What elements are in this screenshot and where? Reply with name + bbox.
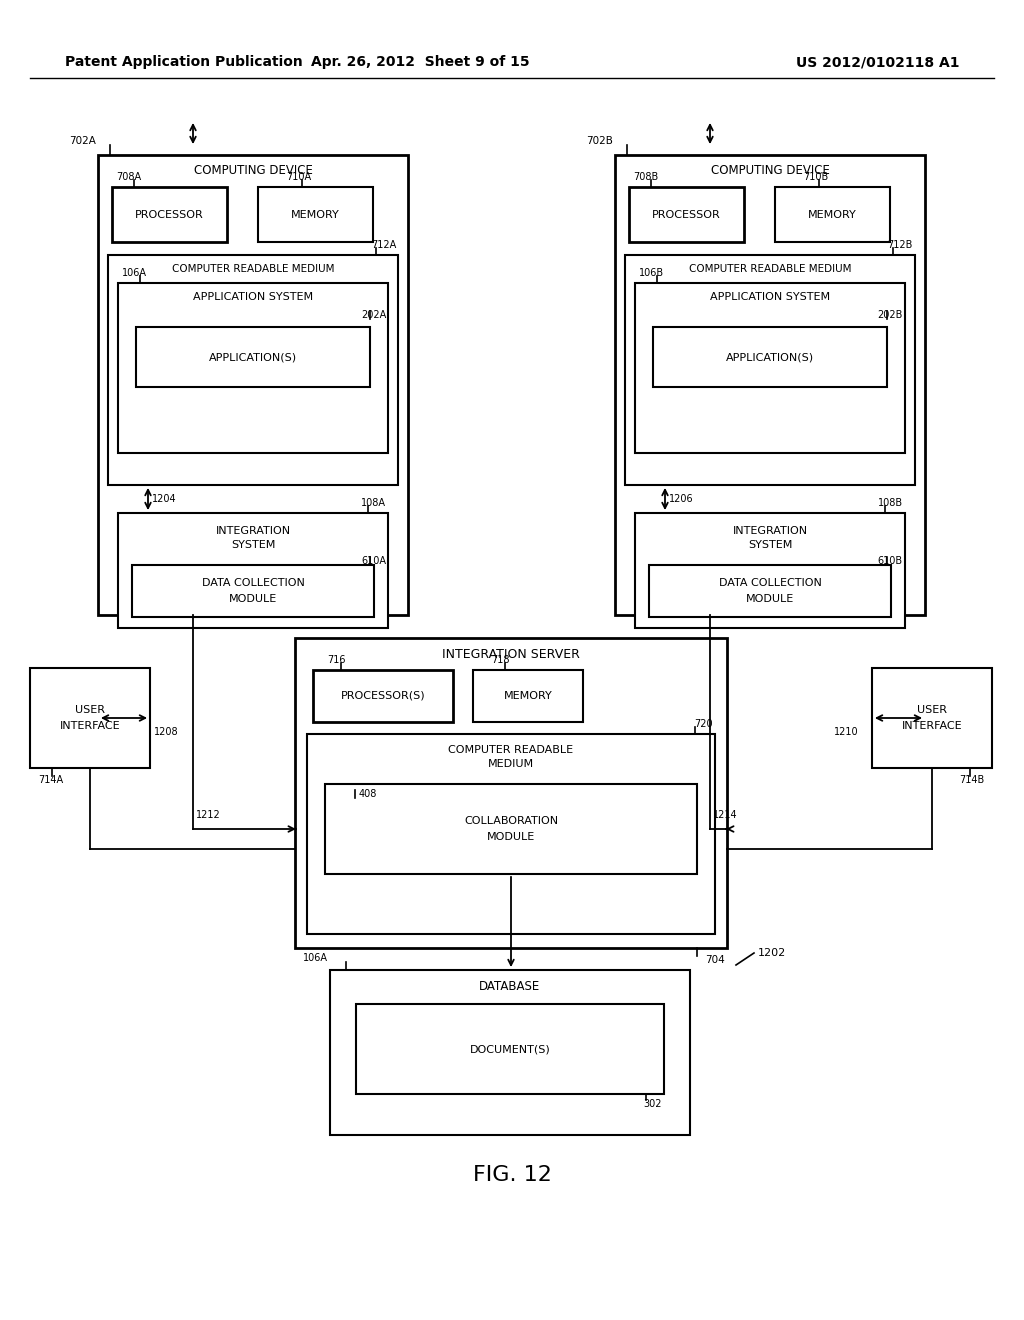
Text: Patent Application Publication: Patent Application Publication <box>65 55 303 69</box>
Text: 716: 716 <box>327 655 345 665</box>
Text: MEDIUM: MEDIUM <box>488 759 535 770</box>
Text: 714B: 714B <box>958 775 984 785</box>
Text: COMPUTING DEVICE: COMPUTING DEVICE <box>711 165 829 177</box>
Bar <box>635 513 905 628</box>
Text: 702B: 702B <box>586 136 613 147</box>
Text: 1208: 1208 <box>154 727 178 737</box>
Text: 712A: 712A <box>371 240 396 249</box>
Text: 610B: 610B <box>878 556 903 566</box>
Text: COMPUTING DEVICE: COMPUTING DEVICE <box>194 165 312 177</box>
Text: MEMORY: MEMORY <box>291 210 340 219</box>
Text: 202B: 202B <box>878 310 903 319</box>
Text: 710A: 710A <box>286 172 311 182</box>
Bar <box>653 327 887 387</box>
Bar <box>330 970 690 1135</box>
Bar <box>625 255 915 484</box>
Text: 708A: 708A <box>116 172 141 182</box>
Text: MEMORY: MEMORY <box>808 210 857 219</box>
Text: 202A: 202A <box>360 310 386 319</box>
Text: 1214: 1214 <box>713 810 737 820</box>
Bar <box>108 255 398 484</box>
Text: INTEGRATION: INTEGRATION <box>732 525 808 536</box>
Text: INTERFACE: INTERFACE <box>59 721 120 731</box>
Text: FIG. 12: FIG. 12 <box>472 1166 552 1185</box>
Text: 1206: 1206 <box>669 494 693 504</box>
Text: USER: USER <box>918 705 947 715</box>
Bar <box>98 154 408 615</box>
Bar <box>132 565 374 616</box>
Text: USER: USER <box>75 705 105 715</box>
Text: 408: 408 <box>359 789 378 799</box>
Text: 712B: 712B <box>888 240 913 249</box>
Bar <box>629 187 744 242</box>
Bar <box>118 282 388 453</box>
Text: SYSTEM: SYSTEM <box>748 540 793 550</box>
Bar <box>307 734 715 935</box>
Text: MODULE: MODULE <box>745 594 795 605</box>
Text: PROCESSOR(S): PROCESSOR(S) <box>341 690 425 701</box>
Text: MODULE: MODULE <box>486 832 536 842</box>
Text: 108B: 108B <box>878 498 903 508</box>
Text: DATA COLLECTION: DATA COLLECTION <box>719 578 821 587</box>
Bar <box>473 671 583 722</box>
Text: 1204: 1204 <box>152 494 176 504</box>
Bar <box>775 187 890 242</box>
Text: Apr. 26, 2012  Sheet 9 of 15: Apr. 26, 2012 Sheet 9 of 15 <box>310 55 529 69</box>
Text: 708B: 708B <box>633 172 658 182</box>
Text: 710B: 710B <box>803 172 828 182</box>
Text: 302: 302 <box>643 1100 662 1109</box>
Text: PROCESSOR: PROCESSOR <box>135 210 204 219</box>
Text: INTEGRATION: INTEGRATION <box>215 525 291 536</box>
Text: 714A: 714A <box>38 775 63 785</box>
Bar <box>325 784 697 874</box>
Text: 610A: 610A <box>361 556 386 566</box>
Bar <box>118 513 388 628</box>
Text: APPLICATION(S): APPLICATION(S) <box>209 352 297 362</box>
Bar <box>356 1005 664 1094</box>
Text: 1212: 1212 <box>196 810 221 820</box>
Bar <box>615 154 925 615</box>
Text: 718: 718 <box>490 655 510 665</box>
Text: 1202: 1202 <box>758 948 786 958</box>
Text: 702A: 702A <box>70 136 96 147</box>
Bar <box>295 638 727 948</box>
Text: COMPUTER READABLE MEDIUM: COMPUTER READABLE MEDIUM <box>172 264 334 275</box>
Text: MEMORY: MEMORY <box>504 690 552 701</box>
Text: 704: 704 <box>706 954 725 965</box>
Text: 106B: 106B <box>639 268 665 279</box>
Text: US 2012/0102118 A1: US 2012/0102118 A1 <box>797 55 961 69</box>
Text: 106A: 106A <box>303 953 328 964</box>
Bar <box>872 668 992 768</box>
Text: PROCESSOR: PROCESSOR <box>652 210 721 219</box>
Text: DATABASE: DATABASE <box>479 979 541 993</box>
Bar <box>112 187 227 242</box>
Text: SYSTEM: SYSTEM <box>230 540 275 550</box>
Text: 720: 720 <box>694 719 713 729</box>
Bar <box>649 565 891 616</box>
Text: APPLICATION(S): APPLICATION(S) <box>726 352 814 362</box>
Text: APPLICATION SYSTEM: APPLICATION SYSTEM <box>193 292 313 302</box>
Bar <box>258 187 373 242</box>
Text: DOCUMENT(S): DOCUMENT(S) <box>470 1044 550 1053</box>
Text: 108A: 108A <box>361 498 386 508</box>
Text: COMPUTER READABLE: COMPUTER READABLE <box>449 744 573 755</box>
Text: APPLICATION SYSTEM: APPLICATION SYSTEM <box>710 292 830 302</box>
Bar <box>136 327 370 387</box>
Bar <box>313 671 453 722</box>
Text: MODULE: MODULE <box>229 594 278 605</box>
Text: DATA COLLECTION: DATA COLLECTION <box>202 578 304 587</box>
Text: COLLABORATION: COLLABORATION <box>464 816 558 826</box>
Bar <box>30 668 150 768</box>
Text: INTEGRATION SERVER: INTEGRATION SERVER <box>442 648 580 660</box>
Text: 106A: 106A <box>122 268 147 279</box>
Text: 1210: 1210 <box>834 727 859 737</box>
Text: INTERFACE: INTERFACE <box>902 721 963 731</box>
Bar <box>635 282 905 453</box>
Text: COMPUTER READABLE MEDIUM: COMPUTER READABLE MEDIUM <box>689 264 851 275</box>
